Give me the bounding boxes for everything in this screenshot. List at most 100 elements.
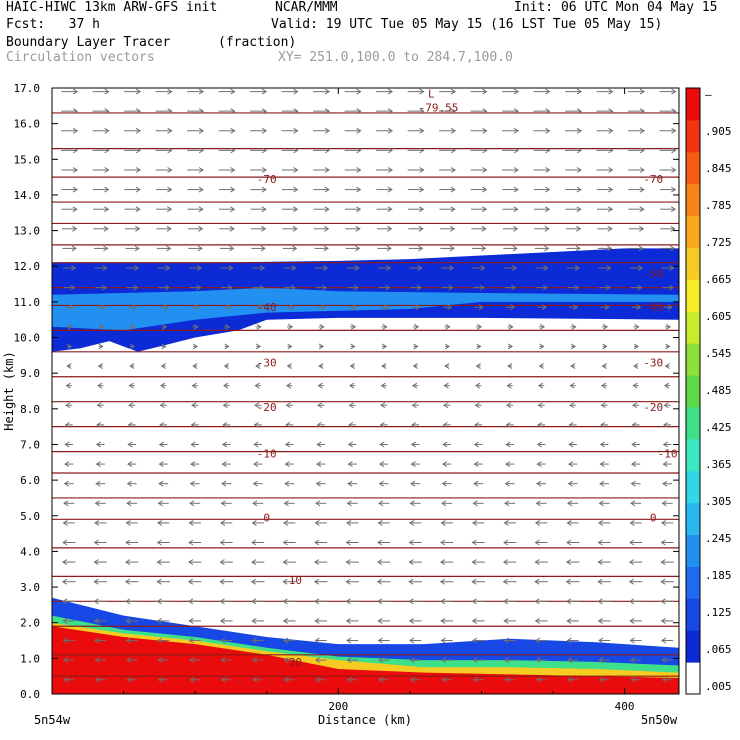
wind-vector [659,206,677,213]
wind-vector [567,284,580,291]
wind-vector [64,441,74,448]
wind-vector-head [413,323,420,330]
wind-vector-head [408,559,414,566]
wind-vector [282,559,296,566]
wind-vector-head [219,617,226,624]
wind-vector-head [545,127,551,134]
wind-vector-head [324,206,330,213]
wind-vector-head [167,206,173,213]
wind-vector-head [410,461,416,468]
wind-vector-head [504,676,510,683]
wind-vector [191,382,198,389]
wind-vector-head [66,363,72,369]
wind-vector [439,559,454,566]
wind-vector-head [482,167,488,173]
wind-vector-head [219,559,225,566]
wind-vector [440,657,453,664]
wind-vector [218,127,236,134]
wind-vector [251,637,264,644]
contour-label: -70 [643,173,663,186]
wind-vector [665,343,671,350]
wind-vector-head [356,186,362,193]
wind-vector-head [188,519,194,526]
wind-vector-head [101,284,107,291]
wind-vector-head [221,480,227,487]
wind-vector [281,88,299,95]
wind-vector-head [604,304,610,311]
wind-vector [536,480,547,487]
wind-vector [345,559,359,566]
wind-vector [597,598,611,605]
wind-vector [471,539,485,546]
wind-vector-head [354,265,360,271]
wind-vector-head [569,382,575,389]
colorbar-swatch [686,119,700,153]
colorbar-label: .305 [705,495,732,508]
wind-vector-head [346,637,352,644]
wind-vector-head [565,598,572,605]
wind-vector-head [475,363,481,369]
wind-vector-head [537,402,543,409]
wind-vector-head [660,519,667,526]
wind-vector [596,186,614,193]
wind-vector [470,147,488,154]
wind-vector [565,167,582,173]
wind-vector [502,88,520,95]
wind-vector-head [190,421,196,428]
wind-vector [125,559,139,566]
wind-vector [408,598,422,605]
y-axis-label: Height (km) [2,351,16,430]
cross-section-coords: XY= 251.0,100.0 to 284.7,100.0 [278,50,513,65]
wind-vector-head [72,225,78,232]
wind-vector [537,382,545,389]
wind-vector-head [346,676,353,683]
wind-vector-head [63,500,69,507]
wind-vector-head [163,304,169,311]
wind-vector-head [161,343,167,350]
wind-vector-head [126,480,132,487]
wind-vector [534,539,548,546]
wind-vector-head [293,88,299,95]
wind-vector-head [127,421,133,428]
wind-vector-head [602,323,609,330]
wind-vector [629,519,642,526]
wind-vector-head [283,637,289,644]
wind-vector-head [130,323,136,330]
wind-vector [503,617,516,624]
wind-vector [631,421,640,428]
wind-vector [476,343,482,350]
wind-vector-head [197,245,203,252]
wind-vector [502,186,519,193]
wind-vector-head [409,676,416,683]
wind-vector [660,559,674,566]
wind-vector [599,461,609,468]
wind-vector-head [127,441,133,448]
wind-vector-head [630,676,636,683]
wind-vector-head [599,441,605,448]
wind-vector [286,382,293,389]
wind-vector-head [125,559,131,566]
wind-vector [159,402,167,409]
wind-vector [92,167,110,173]
wind-vector [471,559,485,566]
wind-vector-head [535,676,541,683]
wind-vector-head [450,88,457,95]
wind-vector-head [513,127,520,134]
wind-vector-head [670,206,677,213]
wind-vector-head [313,559,320,566]
wind-vector-head [324,147,331,154]
wind-vector-head [62,617,68,624]
wind-vector [62,519,75,526]
wind-vector-head [440,519,446,526]
wind-vector-head [224,323,231,330]
wind-vector-head [567,676,573,683]
wind-vector [631,441,640,448]
wind-vector [124,127,142,134]
colorbar-swatch [686,502,700,536]
wind-vector-head [597,578,603,585]
wind-vector [628,225,645,232]
y-tick-label: 14.0 [14,189,41,202]
wind-vector-head [159,421,165,428]
wind-vector [661,637,674,644]
wind-vector [222,304,232,311]
